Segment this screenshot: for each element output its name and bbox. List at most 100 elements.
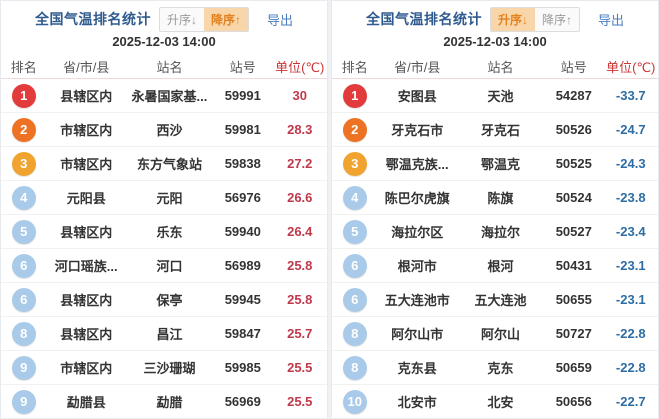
temperature-value: -22.8 bbox=[615, 326, 646, 341]
column-station: 站名 bbox=[156, 59, 183, 75]
station-cell: 牙克石 bbox=[480, 123, 520, 138]
station-id-cell: 50524 bbox=[555, 190, 592, 205]
station-id-cell: 50526 bbox=[555, 122, 592, 137]
sort-descending-button[interactable]: 降序↑ bbox=[535, 8, 579, 31]
table-row[interactable]: 8 克东县 克东 50659 -22.8 bbox=[332, 351, 658, 385]
station-id-cell: 56989 bbox=[224, 258, 261, 273]
region-cell: 市辖区内 bbox=[60, 361, 113, 376]
sort-ascending-button[interactable]: 升序↓ bbox=[160, 8, 204, 31]
temperature-value: -24.7 bbox=[615, 122, 646, 137]
table-column-header: 排名 省/市/县 站名 站号 单位(℃) bbox=[1, 54, 327, 79]
station-cell: 永暑国家基... bbox=[131, 89, 208, 104]
table-row[interactable]: 9 市辖区内 三沙珊瑚 59985 25.5 bbox=[1, 351, 327, 385]
temperature-ranking-panel-cold: 全国气温排名统计 升序↓ 降序↑ 导出 2025-12-03 14:00 排名 … bbox=[331, 0, 659, 419]
rank-badge: 8 bbox=[11, 321, 36, 346]
table-row[interactable]: 1 安图县 天池 54287 -33.7 bbox=[332, 79, 658, 113]
station-cell: 海拉尔 bbox=[480, 225, 520, 240]
table-row[interactable]: 8 阿尔山市 阿尔山 50727 -22.8 bbox=[332, 317, 658, 351]
temperature-value: -23.8 bbox=[615, 190, 646, 205]
temperature-value: -33.7 bbox=[615, 88, 646, 103]
column-unit: 单位(℃) bbox=[606, 59, 656, 75]
rank-badge: 6 bbox=[342, 253, 367, 278]
rank-badge: 2 bbox=[11, 117, 36, 142]
station-id-cell: 59940 bbox=[224, 224, 261, 239]
table-row[interactable]: 6 根河市 根河 50431 -23.1 bbox=[332, 249, 658, 283]
rank-badge: 8 bbox=[342, 355, 367, 380]
region-cell: 根河市 bbox=[397, 259, 437, 274]
sort-toggle-group: 升序↓ 降序↑ bbox=[489, 6, 580, 32]
station-cell: 西沙 bbox=[156, 123, 183, 138]
timestamp: 2025-12-03 14:00 bbox=[112, 34, 216, 49]
export-button[interactable]: 导出 bbox=[267, 12, 294, 28]
column-station-id: 站号 bbox=[560, 59, 587, 75]
station-id-cell: 50659 bbox=[555, 360, 592, 375]
table-row[interactable]: 8 县辖区内 昌江 59847 25.7 bbox=[1, 317, 327, 351]
sort-toggle-group: 升序↓ 降序↑ bbox=[158, 6, 249, 32]
station-cell: 克东 bbox=[487, 361, 514, 376]
table-row[interactable]: 2 牙克石市 牙克石 50526 -24.7 bbox=[332, 113, 658, 147]
station-id-cell: 59847 bbox=[224, 326, 261, 341]
table-row[interactable]: 6 县辖区内 保亭 59945 25.8 bbox=[1, 283, 327, 317]
rank-badge: 5 bbox=[342, 219, 367, 244]
rank-badge: 9 bbox=[11, 355, 36, 380]
table-row[interactable]: 4 陈巴尔虎旗 陈旗 50524 -23.8 bbox=[332, 181, 658, 215]
region-cell: 克东县 bbox=[397, 361, 437, 376]
station-id-cell: 59981 bbox=[224, 122, 261, 137]
region-cell: 市辖区内 bbox=[60, 157, 113, 172]
station-cell: 北安 bbox=[487, 395, 514, 410]
station-cell: 天池 bbox=[487, 89, 514, 104]
column-station-id: 站号 bbox=[229, 59, 256, 75]
export-button[interactable]: 导出 bbox=[598, 12, 625, 28]
rank-badge: 6 bbox=[342, 287, 367, 312]
station-cell: 鄂温克 bbox=[480, 157, 520, 172]
temperature-value: 25.7 bbox=[287, 326, 313, 341]
temperature-value: 25.5 bbox=[287, 360, 313, 375]
column-station: 站名 bbox=[487, 59, 514, 75]
rank-badge: 6 bbox=[11, 287, 36, 312]
rank-badge: 2 bbox=[342, 117, 367, 142]
region-cell: 元阳县 bbox=[66, 191, 106, 206]
region-cell: 五大连池市 bbox=[384, 293, 450, 308]
column-rank: 排名 bbox=[341, 59, 368, 75]
table-body: 1 安图县 天池 54287 -33.7 2 牙克石市 牙克石 50526 -2… bbox=[332, 79, 658, 419]
rank-badge: 6 bbox=[11, 253, 36, 278]
station-id-cell: 56976 bbox=[224, 190, 261, 205]
table-row[interactable]: 10 北安市 北安 50656 -22.7 bbox=[332, 385, 658, 419]
temperature-value: -22.8 bbox=[615, 360, 646, 375]
table-row[interactable]: 9 勐腊县 勐腊 56969 25.5 bbox=[1, 385, 327, 419]
station-id-cell: 54287 bbox=[555, 88, 592, 103]
table-row[interactable]: 4 元阳县 元阳 56976 26.6 bbox=[1, 181, 327, 215]
sort-ascending-button[interactable]: 升序↓ bbox=[490, 7, 535, 31]
temperature-value: 27.2 bbox=[287, 156, 313, 171]
column-region: 省/市/县 bbox=[394, 59, 441, 75]
table-row[interactable]: 6 河口瑶族... 河口 56989 25.8 bbox=[1, 249, 327, 283]
station-cell: 乐东 bbox=[156, 225, 183, 240]
station-id-cell: 56969 bbox=[224, 394, 261, 409]
station-id-cell: 50655 bbox=[555, 292, 592, 307]
table-row[interactable]: 6 五大连池市 五大连池 50655 -23.1 bbox=[332, 283, 658, 317]
table-row[interactable]: 2 市辖区内 西沙 59981 28.3 bbox=[1, 113, 327, 147]
region-cell: 勐腊县 bbox=[66, 395, 106, 410]
rank-badge: 8 bbox=[342, 321, 367, 346]
panel-header: 全国气温排名统计 升序↓ 降序↑ 导出 bbox=[1, 1, 327, 32]
region-cell: 海拉尔区 bbox=[391, 225, 444, 240]
column-rank: 排名 bbox=[10, 59, 37, 75]
station-cell: 保亭 bbox=[156, 293, 183, 308]
sort-descending-button[interactable]: 降序↑ bbox=[203, 7, 248, 31]
temperature-value: 25.5 bbox=[287, 394, 313, 409]
station-cell: 元阳 bbox=[156, 191, 183, 206]
table-row[interactable]: 5 县辖区内 乐东 59940 26.4 bbox=[1, 215, 327, 249]
station-cell: 东方气象站 bbox=[136, 157, 202, 172]
table-row[interactable]: 3 鄂温克族... 鄂温克 50525 -24.3 bbox=[332, 147, 658, 181]
station-id-cell: 59991 bbox=[224, 88, 261, 103]
temperature-value: 30 bbox=[292, 88, 307, 103]
temperature-value: -23.1 bbox=[615, 292, 646, 307]
temperature-value: 28.3 bbox=[287, 122, 313, 137]
column-unit: 单位(℃) bbox=[275, 59, 325, 75]
table-row[interactable]: 1 县辖区内 永暑国家基... 59991 30 bbox=[1, 79, 327, 113]
table-row[interactable]: 5 海拉尔区 海拉尔 50527 -23.4 bbox=[332, 215, 658, 249]
temperature-value: -24.3 bbox=[615, 156, 646, 171]
table-row[interactable]: 3 市辖区内 东方气象站 59838 27.2 bbox=[1, 147, 327, 181]
rank-badge: 4 bbox=[342, 185, 367, 210]
temperature-value: -23.4 bbox=[615, 224, 646, 239]
